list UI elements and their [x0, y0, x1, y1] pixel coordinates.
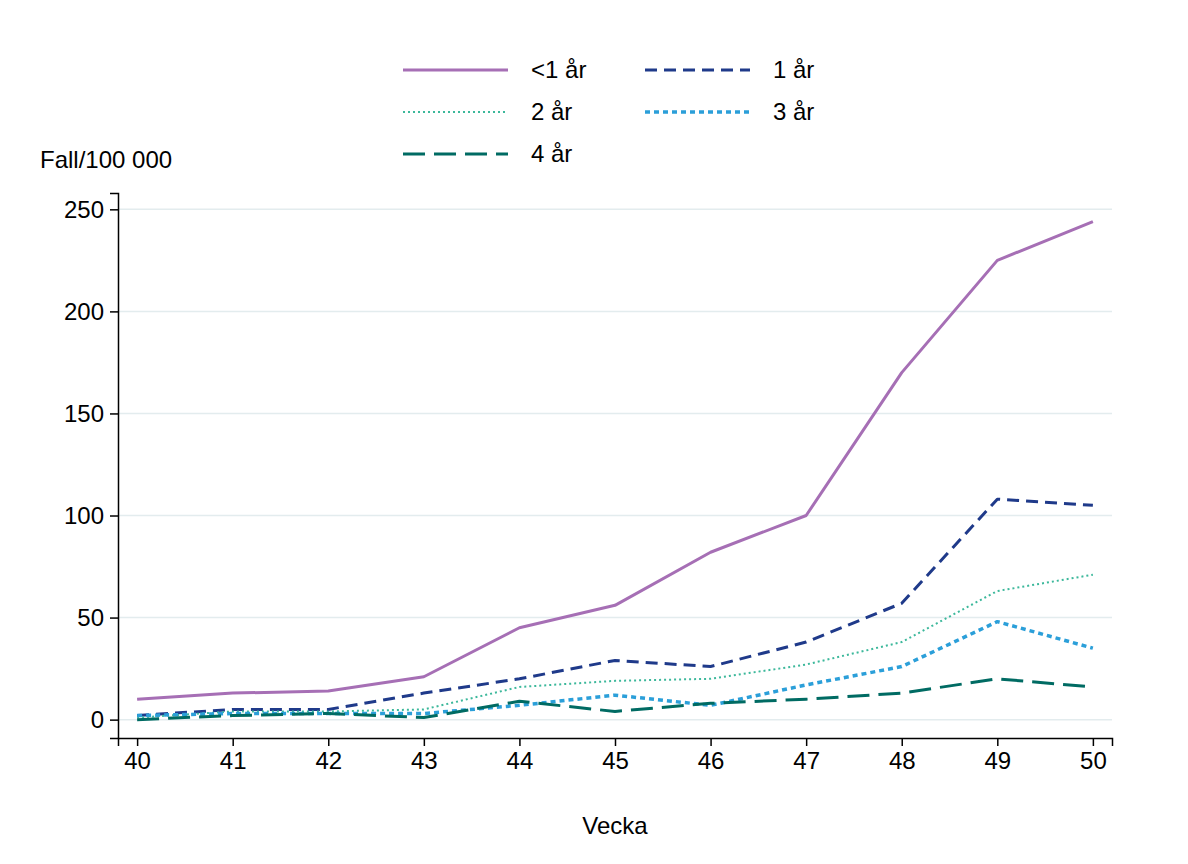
tick: 44: [507, 738, 534, 774]
tick-label: 43: [411, 747, 438, 774]
tick: 40: [124, 738, 151, 774]
tick-mark: [424, 738, 426, 746]
y-axis-title: Fall/100 000: [40, 146, 172, 173]
tick: 0: [91, 706, 118, 733]
grid-line: [118, 719, 1112, 721]
tick: 250: [64, 196, 118, 223]
grid-line: [118, 515, 1112, 517]
tick-label: 100: [64, 502, 104, 529]
tick-mark: [1093, 738, 1095, 746]
legend-item: 3 år: [645, 98, 814, 125]
tick-mark: [110, 311, 118, 313]
legend-item: 4 år: [403, 140, 572, 167]
tick: 100: [64, 502, 118, 529]
tick-mark: [110, 413, 118, 415]
legend-item: <1 år: [403, 56, 586, 83]
x-axis-title: Vecka: [582, 812, 648, 839]
tick-mark: [110, 515, 118, 517]
tick: 150: [64, 400, 118, 427]
tick-label: 0: [91, 706, 104, 733]
tick-mark: [110, 719, 118, 721]
grid-line: [118, 209, 1112, 211]
x-axis: 40 41 42 43 44 45 46 47 48 49 50: [119, 738, 1113, 774]
tick-label: 40: [124, 747, 151, 774]
series-line: [137, 622, 1093, 716]
tick-label: 47: [793, 747, 820, 774]
tick-mark: [806, 738, 808, 746]
series-line: [137, 679, 1093, 720]
grid-line: [118, 413, 1112, 415]
tick-label: 250: [64, 196, 104, 223]
legend-label: <1 år: [531, 56, 586, 83]
grid: [118, 209, 1112, 719]
tick-mark: [997, 738, 999, 746]
tick-label: 44: [507, 747, 534, 774]
tick-mark: [519, 738, 521, 746]
tick-mark: [137, 738, 139, 746]
series-line: [137, 499, 1093, 715]
tick: 48: [889, 738, 916, 774]
legend-swatch: [403, 153, 508, 156]
axis-line: [110, 194, 119, 739]
tick: 49: [984, 738, 1011, 774]
tick: 46: [698, 738, 725, 774]
tick-label: 50: [77, 604, 104, 631]
tick: 43: [411, 738, 438, 774]
tick-label: 48: [889, 747, 916, 774]
plot-area: [137, 222, 1093, 720]
tick-label: 150: [64, 400, 104, 427]
legend-swatch: [645, 110, 750, 114]
legend-item: 1 år: [645, 56, 814, 83]
legend-label: 1 år: [773, 56, 814, 83]
tick-label: 45: [602, 747, 629, 774]
tick-label: 41: [220, 747, 247, 774]
legend-label: 2 år: [531, 98, 572, 125]
legend-swatch: [403, 111, 508, 113]
tick-mark: [615, 738, 617, 746]
tick: 50: [77, 604, 118, 631]
legend-label: 3 år: [773, 98, 814, 125]
grid-line: [118, 617, 1112, 619]
tick-mark: [901, 738, 903, 746]
tick: 42: [315, 738, 342, 774]
tick-mark: [328, 738, 330, 746]
legend: <1 år 1 år 2 år 3 år 4 år: [403, 56, 814, 167]
tick-label: 200: [64, 298, 104, 325]
legend-swatch: [403, 69, 508, 72]
tick: 45: [602, 738, 629, 774]
series-line: [137, 222, 1093, 700]
tick-mark: [110, 209, 118, 211]
tick: 50: [1080, 738, 1107, 774]
tick-label: 42: [315, 747, 342, 774]
tick-label: 49: [984, 747, 1011, 774]
y-axis: 0 50 100 150 200 250: [64, 194, 119, 739]
legend-swatch: [645, 69, 750, 72]
chart: 0 50 100 150 200 250 40 41 42 43 44 45 46 47 48 49 50 Fal…: [0, 0, 1188, 864]
tick-mark: [110, 617, 118, 619]
tick: 41: [220, 738, 247, 774]
tick-label: 50: [1080, 747, 1107, 774]
axis-line: [119, 739, 1113, 747]
legend-item: 2 år: [403, 98, 572, 125]
tick-label: 46: [698, 747, 725, 774]
tick-mark: [232, 738, 234, 746]
grid-line: [118, 311, 1112, 313]
tick: 47: [793, 738, 820, 774]
legend-label: 4 år: [531, 140, 572, 167]
tick-mark: [710, 738, 712, 746]
series-line: [137, 575, 1093, 718]
tick: 200: [64, 298, 118, 325]
